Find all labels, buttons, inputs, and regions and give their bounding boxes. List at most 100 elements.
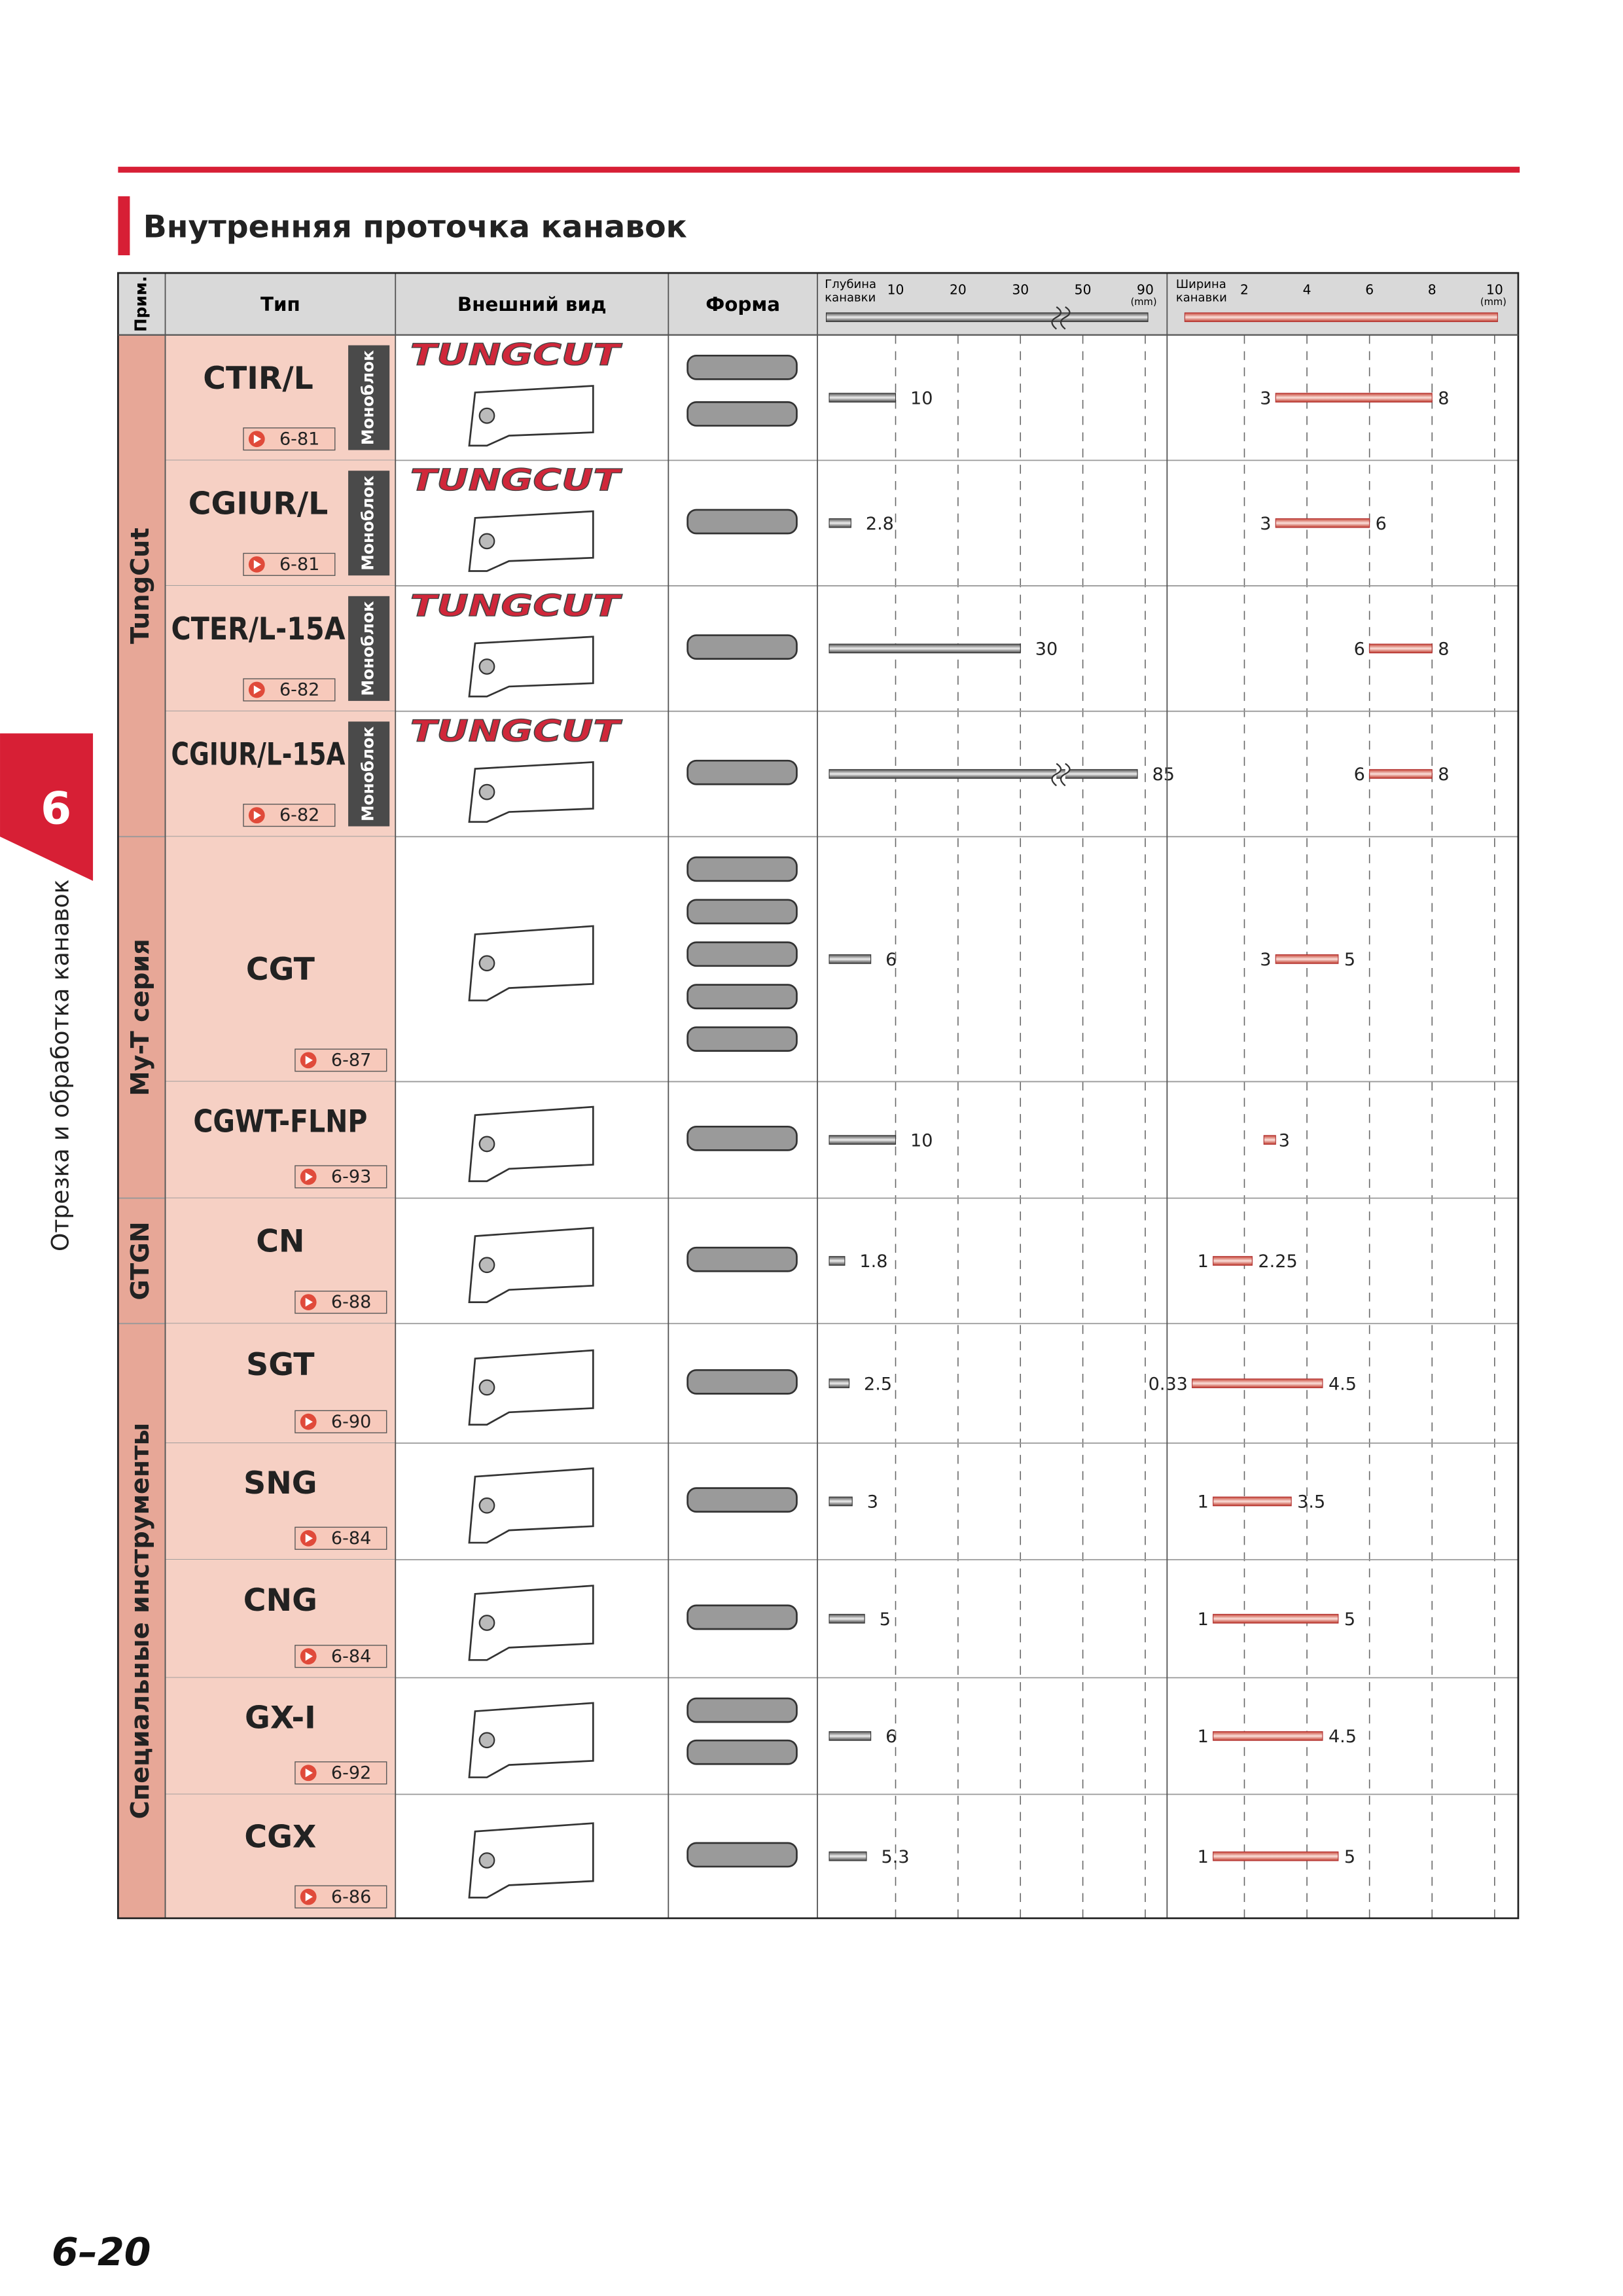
insert-drawing (687, 1487, 798, 1513)
tool-screw (478, 1852, 495, 1869)
depth-axis-label: Глубина (825, 278, 876, 291)
insert-drawing (687, 1026, 798, 1052)
depth-axis-unit: (mm) (1131, 296, 1157, 308)
page-ref: 6-82 (279, 680, 319, 700)
page-ref: 6-90 (331, 1412, 371, 1432)
page-ref: 6-84 (331, 1528, 371, 1549)
tool-type: CGWT-FLNP (193, 1104, 367, 1140)
tool-type: CTER/L-15A (171, 611, 346, 647)
brand-logo: TUNGCUT (410, 588, 622, 623)
brand-logo: TUNGCUT (410, 713, 622, 748)
page-ref-arrow (305, 1651, 313, 1661)
width-bar (1192, 1378, 1323, 1388)
page-ref-arrow (305, 1768, 313, 1778)
tool-drawing (468, 1105, 594, 1183)
page-ref: 6-81 (279, 429, 319, 449)
insert-drawing (687, 856, 798, 882)
insert-drawing (687, 1125, 798, 1151)
insert-drawing (687, 509, 798, 535)
depth-value: 5.3 (882, 1847, 910, 1867)
table: Прим. Тип Внешний вид ФормаГлубинаканавкиШи… (117, 272, 1520, 1920)
page-ref: 6-92 (331, 1763, 371, 1783)
width-min: 1 (1198, 1609, 1209, 1630)
type-cell (165, 836, 396, 1082)
width-min: 6 (1354, 639, 1365, 660)
insert-drawing (687, 1842, 798, 1868)
tool-screw (478, 1497, 495, 1514)
width-axis-label: Ширина (1176, 278, 1226, 291)
width-min: 1 (1198, 1847, 1209, 1867)
depth-bar (829, 1496, 853, 1507)
width-min: 3 (1260, 388, 1271, 408)
brand-logo: TUNGCUT (410, 338, 622, 372)
monoblock-label: Моноблок (359, 601, 378, 696)
tool-screw (478, 1732, 495, 1749)
insert-drawing (687, 941, 798, 967)
tool-type: CGIUR/L-15A (171, 737, 346, 773)
width-min: 0.33 (1149, 1374, 1188, 1394)
depth-bar (829, 518, 851, 528)
column-header: Тип (260, 293, 300, 315)
depth-bar (829, 1731, 872, 1741)
page-ref-arrow (305, 1417, 313, 1426)
tool-type: CGX (244, 1820, 316, 1856)
depth-axis-label: канавки (825, 291, 876, 304)
depth-value: 30 (1035, 639, 1058, 660)
insert-drawing (687, 401, 798, 427)
axis-break (1051, 306, 1071, 330)
tool-drawing (468, 1467, 594, 1544)
page-ref: 6-81 (279, 554, 319, 575)
page-number: 6–20 (52, 2230, 151, 2274)
width-bar (1213, 1256, 1253, 1266)
page-ref-arrow (305, 1056, 313, 1065)
tool-drawing (468, 1227, 594, 1303)
tool-screw (478, 407, 495, 424)
depth-bar (829, 643, 1021, 654)
page-ref-arrow (253, 560, 262, 569)
tool-screw (478, 783, 495, 800)
tool-type: CNG (243, 1583, 317, 1619)
page-ref-arrow (305, 1534, 313, 1543)
depth-bar (829, 1851, 867, 1861)
page-ref: 6-84 (331, 1646, 371, 1666)
width-bar (1213, 1496, 1292, 1507)
side-tab-label: Отрезка и обработка канавок (47, 879, 75, 1251)
depth-value: 2.5 (864, 1374, 892, 1394)
width-max: 3.5 (1297, 1492, 1325, 1513)
tool-drawing (468, 636, 594, 698)
group-name: My-T серия (126, 939, 155, 1096)
depth-tick-label: 10 (887, 282, 904, 298)
side-tab-number: 6 (41, 783, 71, 834)
brand-logo: TUNGCUT (410, 463, 622, 497)
width-max: 8 (1438, 388, 1449, 408)
width-bar (1263, 1135, 1276, 1145)
tool-drawing (468, 385, 594, 447)
depth-tick-label: 20 (950, 282, 967, 298)
depth-tick-label: 90 (1137, 282, 1154, 298)
column-header: Форма (705, 293, 780, 315)
tool-screw (478, 1379, 495, 1396)
column-header: Прим. (131, 276, 150, 332)
column-header: Внешний вид (457, 293, 607, 315)
group-name: GTGN (126, 1221, 155, 1300)
monoblock-label: Моноблок (359, 726, 378, 821)
width-min: 1 (1198, 1251, 1209, 1272)
depth-value: 5 (880, 1609, 891, 1630)
page-ref-arrow (253, 685, 262, 694)
tool-type: SNG (243, 1465, 317, 1501)
monoblock-tag (348, 721, 390, 827)
tool-type: CGIUR/L (188, 486, 329, 522)
width-max: 4.5 (1329, 1374, 1357, 1394)
depth-axis-bar (825, 312, 1149, 323)
width-axis-bar (1184, 312, 1498, 323)
depth-value: 10 (910, 1130, 933, 1151)
insert-drawing (687, 1697, 798, 1723)
group-cell (117, 1323, 166, 1919)
width-axis-label: канавки (1176, 291, 1227, 304)
depth-tick-label: 30 (1012, 282, 1029, 298)
depth-bar (829, 1378, 850, 1388)
tool-drawing (468, 761, 594, 823)
depth-value: 6 (885, 1727, 897, 1747)
